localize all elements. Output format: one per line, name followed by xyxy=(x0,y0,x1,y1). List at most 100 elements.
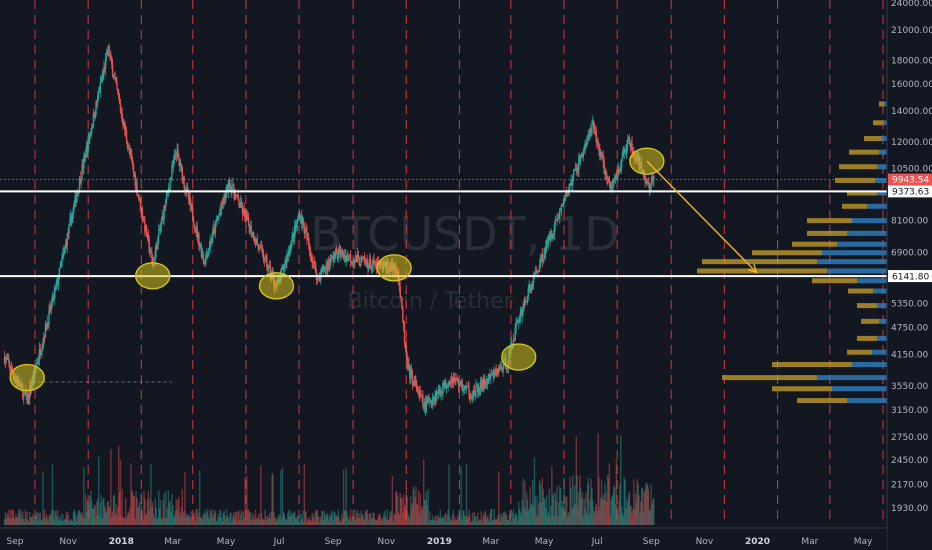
candle-body xyxy=(108,45,110,57)
candle-body xyxy=(211,238,213,243)
volume-bar xyxy=(247,509,250,525)
volume-bar xyxy=(263,520,265,525)
profile-gold-bar-8 xyxy=(848,288,873,294)
volume-bar xyxy=(495,518,497,525)
candle-body xyxy=(449,381,451,383)
candle-body xyxy=(601,154,604,157)
volume-bar xyxy=(139,517,142,525)
profile-gold-bar-13 xyxy=(792,241,837,247)
candle-body xyxy=(115,80,117,83)
volume-bar xyxy=(396,495,399,525)
candle-body xyxy=(310,256,313,258)
volume-bar xyxy=(148,510,150,525)
candle-body xyxy=(225,191,227,199)
candle-body xyxy=(6,358,8,360)
candle-body xyxy=(482,380,484,390)
candle-body xyxy=(488,373,490,380)
volume-bar xyxy=(582,516,584,525)
volume-bar xyxy=(137,507,139,525)
candle-body xyxy=(298,214,300,220)
candle-body xyxy=(521,309,523,316)
candle-body xyxy=(435,393,437,400)
candle-body xyxy=(172,159,175,167)
volume-bar xyxy=(271,474,273,525)
volume-bar xyxy=(230,512,232,525)
candle-body xyxy=(22,387,24,399)
volume-bar xyxy=(653,497,655,525)
volume-bar xyxy=(90,490,92,525)
volume-bar xyxy=(70,520,73,525)
volume-bar xyxy=(210,512,212,525)
volume-bar xyxy=(43,509,46,525)
volume-bar xyxy=(570,488,572,525)
candle-body xyxy=(339,250,341,258)
volume-bar xyxy=(430,519,432,525)
volume-bar xyxy=(50,514,52,525)
volume-bar xyxy=(221,521,224,525)
candle-body xyxy=(467,387,469,388)
volume-bar xyxy=(606,474,609,525)
volume-bar xyxy=(126,515,129,525)
candle-body xyxy=(319,275,321,280)
candle-body xyxy=(550,233,552,241)
candle-body xyxy=(571,179,573,185)
volume-bar xyxy=(27,520,29,525)
volume-bar xyxy=(443,514,446,525)
profile-gold-bar-6 xyxy=(861,318,879,324)
candle-body xyxy=(332,255,334,261)
volume-bar xyxy=(297,516,299,525)
volume-bar xyxy=(122,518,124,525)
time-axis[interactable]: Sep Nov 2018 Mar May Jul Sep Nov 2019 Mar May Jul Se… xyxy=(0,527,887,550)
candle-body xyxy=(299,214,301,220)
candle-body xyxy=(208,247,211,250)
candle-body xyxy=(80,178,82,184)
volume-bar xyxy=(611,496,613,525)
volume-bar xyxy=(115,503,117,525)
candle-body xyxy=(202,254,204,262)
time-tick-label: Sep xyxy=(325,537,342,547)
volume-bar xyxy=(606,502,608,525)
volume-bar xyxy=(195,509,197,525)
candle-body xyxy=(29,385,31,399)
volume-bar xyxy=(559,485,561,525)
candle-body xyxy=(209,241,211,248)
volume-bar xyxy=(207,516,210,525)
volume-bar xyxy=(375,519,377,525)
volume-bar xyxy=(340,521,342,525)
candle-body xyxy=(50,306,52,310)
candle-body xyxy=(367,264,369,270)
volume-bar xyxy=(455,519,457,525)
volume-bar xyxy=(196,508,198,525)
candle-body xyxy=(248,224,251,233)
candle-body xyxy=(514,327,516,341)
volume-bar xyxy=(359,518,361,525)
price-axis[interactable]: 1930.002170.002450.002750.003150.003550.… xyxy=(886,0,932,550)
candle-body xyxy=(528,285,530,289)
volume-bar xyxy=(315,509,318,525)
volume-bar xyxy=(589,499,591,525)
candle-body xyxy=(222,202,224,204)
volume-bar xyxy=(44,519,47,525)
candle-body xyxy=(96,101,98,103)
volume-bar xyxy=(66,515,68,525)
candle-body xyxy=(572,170,575,176)
candle-body xyxy=(400,297,402,299)
volume-bar xyxy=(253,519,256,525)
volume-bar xyxy=(540,502,543,525)
candle-body xyxy=(36,362,38,367)
volume-bar xyxy=(609,516,611,525)
candle-body xyxy=(224,194,226,199)
candle-body xyxy=(600,154,603,156)
volume-bar xyxy=(519,512,522,525)
candle-body xyxy=(122,121,124,126)
candle-body xyxy=(576,168,578,172)
volume-bar xyxy=(333,512,335,525)
candle-body xyxy=(118,93,120,99)
candle-body xyxy=(415,380,417,385)
volume-bar xyxy=(188,515,191,525)
candle-body xyxy=(220,201,223,210)
volume-bar xyxy=(525,510,527,525)
candle-body xyxy=(216,219,218,222)
volume-bar xyxy=(545,495,548,525)
